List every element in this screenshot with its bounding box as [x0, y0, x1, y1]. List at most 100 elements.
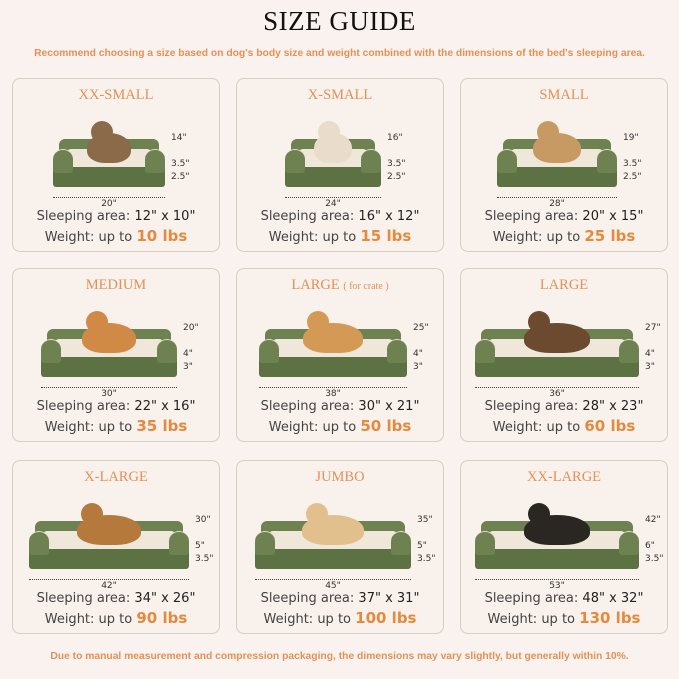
bed-image	[41, 311, 177, 377]
diagonal-dimension: 30"	[195, 515, 211, 525]
base-height: 2.5"	[387, 172, 406, 182]
length-dimension: 28"	[497, 197, 617, 209]
sleeping-area: Sleeping area: 28" x 23"	[461, 399, 667, 414]
weight-value: 35 lbs	[136, 417, 188, 435]
sleeping-area-value: 12" x 10"	[134, 209, 196, 224]
cushion-height: 4"	[183, 349, 193, 359]
size-card: X-SMALL 16" 3.5" 2.5" 24" Sleeping area:…	[236, 78, 444, 252]
bed-image	[255, 503, 411, 569]
base-height: 3.5"	[417, 554, 436, 564]
sleeping-area-value: 30" x 21"	[358, 399, 420, 414]
weight: Weight: up to 25 lbs	[461, 227, 667, 245]
cushion-height: 4"	[413, 349, 423, 359]
size-name: X-LARGE	[13, 469, 219, 486]
sleeping-area-label: Sleeping area:	[36, 209, 131, 224]
size-label: LARGE	[291, 277, 340, 293]
base-height: 3"	[645, 362, 655, 372]
size-label: MEDIUM	[85, 277, 147, 293]
size-card: MEDIUM 20" 4" 3" 30" Sleeping area: 22" …	[12, 268, 220, 442]
bed-image	[475, 503, 639, 569]
sleeping-area-label: Sleeping area:	[484, 399, 579, 414]
sleeping-area-value: 28" x 23"	[582, 399, 644, 414]
weight-label: Weight: up to	[44, 420, 133, 435]
weight-value: 100 lbs	[355, 609, 417, 627]
sleeping-area-value: 20" x 15"	[582, 209, 644, 224]
size-label: XX-LARGE	[526, 469, 602, 485]
weight: Weight: up to 15 lbs	[237, 227, 443, 245]
base-height: 3.5"	[645, 554, 664, 564]
weight-value: 10 lbs	[136, 227, 188, 245]
sleeping-area: Sleeping area: 48" x 32"	[461, 591, 667, 606]
sleeping-area-label: Sleeping area:	[36, 399, 131, 414]
diagonal-dimension: 42"	[645, 515, 661, 525]
length-dimension: 42"	[29, 579, 189, 591]
diagonal-dimension: 35"	[417, 515, 433, 525]
weight-label: Weight: up to	[268, 230, 357, 245]
sleeping-area-label: Sleeping area:	[260, 399, 355, 414]
size-note: ( for crate )	[343, 281, 389, 292]
size-name: JUMBO	[237, 469, 443, 486]
cushion-height: 5"	[417, 541, 427, 551]
size-card: JUMBO 35" 5" 3.5" 45" Sleeping area: 37"…	[236, 460, 444, 634]
length-dimension: 24"	[285, 197, 381, 209]
cushion-height: 3.5"	[387, 159, 406, 169]
weight-value: 60 lbs	[584, 417, 636, 435]
subtitle: Recommend choosing a size based on dog's…	[34, 48, 645, 59]
sleeping-area-value: 37" x 31"	[358, 591, 420, 606]
size-name: MEDIUM	[13, 277, 219, 294]
weight-value: 50 lbs	[360, 417, 412, 435]
base-height: 2.5"	[623, 172, 642, 182]
weight-label: Weight: up to	[263, 612, 351, 627]
cushion-height: 6"	[645, 541, 655, 551]
weight-label: Weight: up to	[268, 420, 357, 435]
size-card: XX-LARGE 42" 6" 3.5" 53" Sleeping area: …	[460, 460, 668, 634]
weight-value: 15 lbs	[360, 227, 412, 245]
size-label: LARGE	[539, 277, 589, 293]
sleeping-area: Sleeping area: 20" x 15"	[461, 209, 667, 224]
bed-image	[53, 121, 165, 187]
bed-image	[497, 121, 617, 187]
weight: Weight: up to 50 lbs	[237, 417, 443, 435]
length-dimension: 38"	[259, 387, 407, 399]
diagonal-dimension: 25"	[413, 323, 429, 333]
weight: Weight: up to 35 lbs	[13, 417, 219, 435]
size-card: X-LARGE 30" 5" 3.5" 42" Sleeping area: 3…	[12, 460, 220, 634]
size-label: SMALL	[539, 87, 589, 103]
length-dimension: 36"	[475, 387, 639, 399]
size-name: XX-LARGE	[461, 469, 667, 486]
size-card: LARGE ( for crate ) 25" 4" 3" 38" Sleepi…	[236, 268, 444, 442]
sleeping-area-label: Sleeping area:	[36, 591, 131, 606]
size-label: X-SMALL	[307, 87, 373, 103]
weight: Weight: up to 130 lbs	[461, 609, 667, 627]
base-height: 3"	[413, 362, 423, 372]
page-title: SIZE GUIDE	[263, 6, 416, 36]
size-name: SMALL	[461, 87, 667, 104]
bed-image	[29, 503, 189, 569]
weight: Weight: up to 60 lbs	[461, 417, 667, 435]
length-dimension: 45"	[255, 579, 411, 591]
size-name: LARGE ( for crate )	[237, 277, 443, 294]
cushion-height: 5"	[195, 541, 205, 551]
size-label: X-LARGE	[84, 469, 148, 485]
base-height: 3.5"	[195, 554, 214, 564]
size-name: X-SMALL	[237, 87, 443, 104]
size-name: XX-SMALL	[13, 87, 219, 104]
size-card: SMALL 19" 3.5" 2.5" 28" Sleeping area: 2…	[460, 78, 668, 252]
size-card: LARGE 27" 4" 3" 36" Sleeping area: 28" x…	[460, 268, 668, 442]
cushion-height: 4"	[645, 349, 655, 359]
sleeping-area: Sleeping area: 16" x 12"	[237, 209, 443, 224]
weight: Weight: up to 10 lbs	[13, 227, 219, 245]
weight-label: Weight: up to	[492, 420, 581, 435]
size-label: XX-SMALL	[78, 87, 154, 103]
diagonal-dimension: 27"	[645, 323, 661, 333]
sleeping-area-value: 48" x 32"	[582, 591, 644, 606]
diagonal-dimension: 14"	[171, 133, 187, 143]
sleeping-area-value: 22" x 16"	[134, 399, 196, 414]
cushion-height: 3.5"	[171, 159, 190, 169]
weight-label: Weight: up to	[44, 230, 133, 245]
footer-note: Due to manual measurement and compressio…	[50, 651, 629, 662]
weight-label: Weight: up to	[44, 612, 133, 627]
sleeping-area: Sleeping area: 22" x 16"	[13, 399, 219, 414]
size-card: XX-SMALL 14" 3.5" 2.5" 20" Sleeping area…	[12, 78, 220, 252]
cushion-height: 3.5"	[623, 159, 642, 169]
